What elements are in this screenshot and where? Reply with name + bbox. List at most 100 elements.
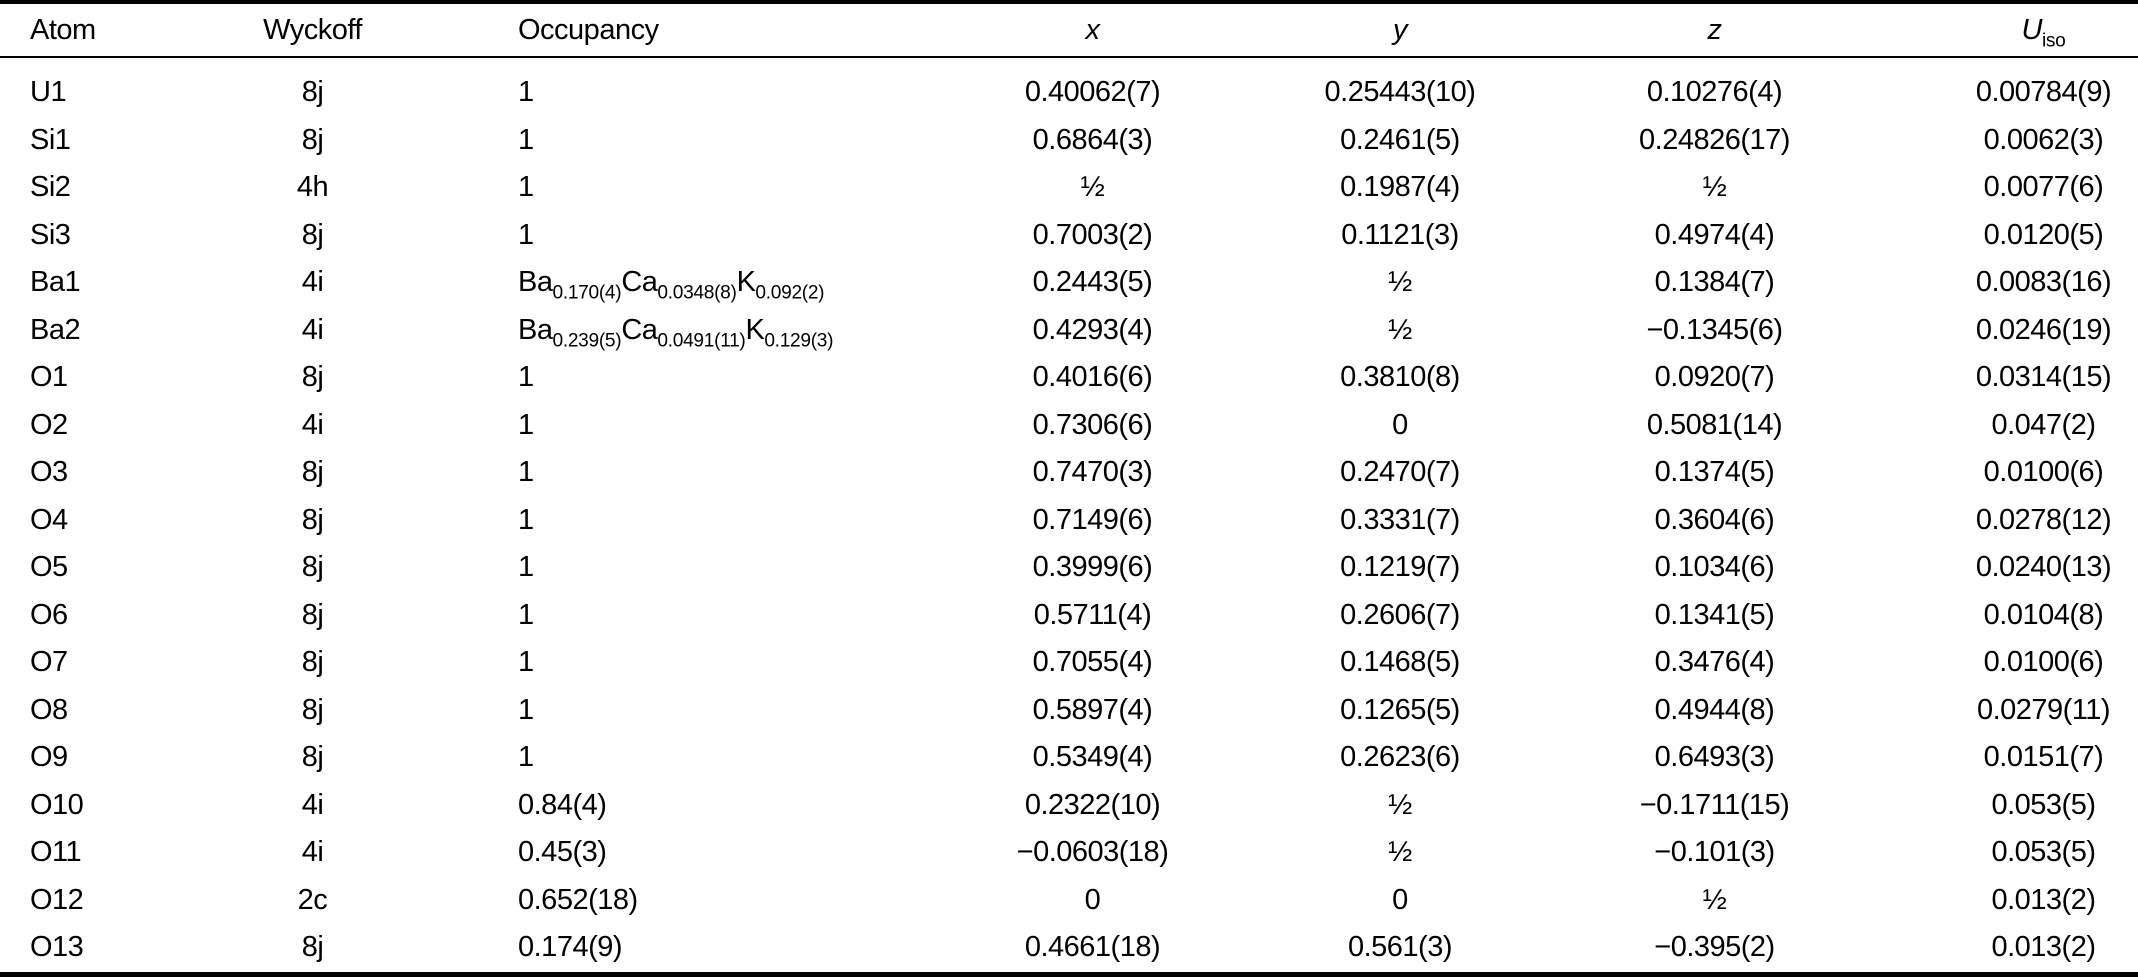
cell-occupancy: 1 [518, 171, 534, 204]
cell-y: 0.2606(7) [1340, 598, 1460, 631]
column-header-uiso: Uiso [1860, 2, 2138, 58]
cell-uiso: 0.013(2) [1991, 931, 2096, 964]
cell-x: −0.0603(18) [1016, 836, 1169, 869]
cell-occupancy: 1 [518, 408, 534, 441]
cell-atom: O2 [30, 408, 68, 441]
cell-y: 0.561(3) [1347, 931, 1453, 964]
cell-uiso: 0.0246(19) [1975, 313, 2112, 346]
cell-atom: Si3 [30, 218, 71, 251]
column-header-z: z [1540, 2, 1860, 58]
cell-wyckoff: 8j [301, 741, 324, 774]
cell-y: ½ [1388, 266, 1412, 299]
column-header-wyckoff: Wyckoff [205, 2, 420, 58]
cell-uiso: 0.0062(3) [1983, 123, 2104, 156]
table-row: O1 8j 1 0.4016(6) 0.3810(8) 0.0920(7) 0.0314(1… [0, 354, 2138, 402]
cell-z: ½ [1702, 171, 1727, 204]
cell-x: 0.3999(6) [1032, 551, 1153, 584]
cell-x: 0.4293(4) [1032, 313, 1153, 346]
cell-atom: O11 [30, 836, 82, 869]
cell-occupancy: 1 [518, 598, 534, 631]
column-header-x: x [880, 2, 1260, 58]
cell-y: 0.1987(4) [1340, 171, 1460, 204]
cell-z: 0.1034(6) [1654, 551, 1775, 584]
cell-occupancy: 1 [518, 503, 534, 536]
cell-occupancy: 0.45(3) [518, 836, 607, 869]
table-row: O5 8j 1 0.3999(6) 0.1219(7) 0.1034(6) 0.0240(1… [0, 544, 2138, 592]
table-row: Si2 4h 1 ½ 0.1987(4) ½ 0.0077(6) [0, 164, 2138, 212]
cell-x: 0.6864(3) [1032, 123, 1153, 156]
cell-wyckoff: 4i [301, 408, 324, 441]
cell-atom: O5 [30, 551, 68, 584]
cell-wyckoff: 8j [301, 123, 324, 156]
cell-z: −0.101(3) [1654, 836, 1775, 869]
cell-x: 0.2322(10) [1024, 788, 1161, 821]
column-header-y: y [1260, 2, 1540, 58]
cell-z: 0.5081(14) [1646, 408, 1783, 441]
table-row: O8 8j 1 0.5897(4) 0.1265(5) 0.4944(8) 0.0279(1… [0, 687, 2138, 735]
table-row: O7 8j 1 0.7055(4) 0.1468(5) 0.3476(4) 0.0100(6… [0, 639, 2138, 687]
cell-x: 0.5711(4) [1033, 598, 1152, 631]
cell-y: ½ [1388, 313, 1412, 346]
cell-uiso: 0.0278(12) [1975, 503, 2112, 536]
cell-x: 0.5349(4) [1032, 741, 1153, 774]
cell-atom: Ba1 [30, 266, 81, 299]
cell-z: −0.1711(15) [1639, 788, 1790, 821]
cell-uiso: 0.0240(13) [1975, 551, 2112, 584]
cell-wyckoff: 8j [301, 456, 324, 489]
cell-x: 0.2443(5) [1032, 266, 1153, 299]
cell-x: 0.7003(2) [1032, 218, 1153, 251]
cell-y: ½ [1388, 836, 1412, 869]
cell-x: 0.7306(6) [1032, 408, 1153, 441]
table-row: O4 8j 1 0.7149(6) 0.3331(7) 0.3604(6) 0.0278(1… [0, 497, 2138, 545]
table-row: O9 8j 1 0.5349(4) 0.2623(6) 0.6493(3) 0.0151(7… [0, 734, 2138, 782]
cell-z: ½ [1702, 883, 1727, 916]
cell-z: 0.1384(7) [1654, 266, 1775, 299]
cell-wyckoff: 8j [301, 551, 324, 584]
table-row: O10 4i 0.84(4) 0.2322(10) ½ −0.1711(15) 0.053(… [0, 782, 2138, 830]
header-row: Atom Wyckoff Occupancy x y z Uiso [0, 2, 2138, 58]
cell-wyckoff: 8j [301, 598, 324, 631]
cell-occupancy: 1 [518, 741, 534, 774]
cell-y: 0.2470(7) [1340, 456, 1460, 489]
cell-wyckoff: 4i [301, 788, 324, 821]
cell-atom: O4 [30, 503, 68, 536]
cell-occupancy: 1 [518, 551, 534, 584]
cell-x: 0.7149(6) [1032, 503, 1153, 536]
cell-y: 0 [1392, 408, 1408, 441]
cell-x: 0.40062(7) [1024, 76, 1161, 109]
cell-uiso: 0.0077(6) [1983, 171, 2104, 204]
cell-occupancy: 1 [518, 76, 534, 109]
cell-uiso: 0.0120(5) [1983, 218, 2104, 251]
cell-z: 0.0920(7) [1654, 361, 1775, 394]
table-row: U1 8j 1 0.40062(7) 0.25443(10) 0.10276(4) 0.00… [0, 57, 2138, 117]
table-row: O11 4i 0.45(3) −0.0603(18) ½ −0.101(3) 0.053(5… [0, 829, 2138, 877]
cell-y: 0.3331(7) [1340, 503, 1460, 536]
cell-y: 0.1121(3) [1341, 218, 1459, 251]
cell-y: ½ [1388, 788, 1412, 821]
table-row: O2 4i 1 0.7306(6) 0 0.5081(14) 0.047(2) [0, 402, 2138, 450]
cell-wyckoff: 4i [301, 313, 324, 346]
cell-atom: O3 [30, 456, 68, 489]
cell-z: 0.3604(6) [1654, 503, 1775, 536]
table-row: Ba1 4i Ba0.170(4)Ca0.0348(8)K0.092(2) 0.244… [0, 259, 2138, 307]
cell-occupancy: Ba0.239(5)Ca0.0491(11)K0.129(3) [518, 313, 834, 352]
cell-atom: Si2 [30, 171, 71, 204]
cell-atom: Ba2 [30, 313, 81, 346]
cell-uiso: 0.013(2) [1991, 883, 2096, 916]
cell-occupancy: 1 [518, 218, 534, 251]
cell-uiso: 0.047(2) [1991, 408, 2096, 441]
table-row: Ba2 4i Ba0.239(5)Ca0.0491(11)K0.129(3) 0.42… [0, 307, 2138, 355]
cell-x: 0.7055(4) [1032, 646, 1153, 679]
cell-z: 0.3476(4) [1654, 646, 1775, 679]
cell-atom: O10 [30, 788, 84, 821]
cell-wyckoff: 8j [301, 646, 324, 679]
cell-occupancy: 1 [518, 646, 534, 679]
cell-uiso: 0.0100(6) [1983, 646, 2104, 679]
cell-uiso: 0.0104(8) [1983, 598, 2104, 631]
cell-z: −0.1345(6) [1646, 313, 1783, 346]
cell-z: −0.395(2) [1654, 931, 1775, 964]
cell-y: 0 [1392, 883, 1408, 916]
cell-z: 0.4974(4) [1654, 218, 1775, 251]
